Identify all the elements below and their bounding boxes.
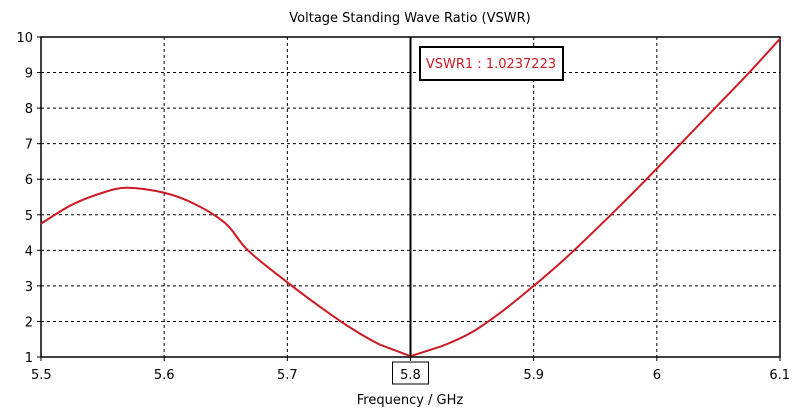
x-tick-label: 6.1	[769, 368, 790, 383]
x-axis-label: Frequency / GHz	[357, 393, 464, 408]
x-tick-label: 5.9	[523, 368, 544, 383]
x-tick-label: 6	[653, 368, 661, 383]
y-tick-label: 8	[25, 102, 33, 117]
y-tick-label: 7	[25, 138, 33, 153]
x-tick-label: 5.8	[400, 368, 421, 383]
marker-label-box	[419, 46, 564, 81]
y-tick-label: 3	[25, 280, 33, 295]
y-tick-label: 10	[16, 31, 33, 46]
x-tick-label: 5.5	[31, 368, 52, 383]
y-tick-label: 4	[25, 244, 33, 259]
x-tick-label: 5.6	[154, 368, 175, 383]
y-tick-label: 9	[25, 67, 33, 82]
y-tick-label: 2	[25, 315, 33, 330]
y-tick-label: 1	[25, 351, 33, 366]
y-tick-label: 5	[25, 209, 33, 224]
x-tick-label: 5.7	[277, 368, 298, 383]
marker-x-box	[392, 361, 429, 385]
marker-label: VSWR1 : 1.0237223	[426, 57, 556, 72]
chart-title: Voltage Standing Wave Ratio (VSWR)	[289, 11, 530, 26]
y-tick-label: 6	[25, 173, 33, 188]
